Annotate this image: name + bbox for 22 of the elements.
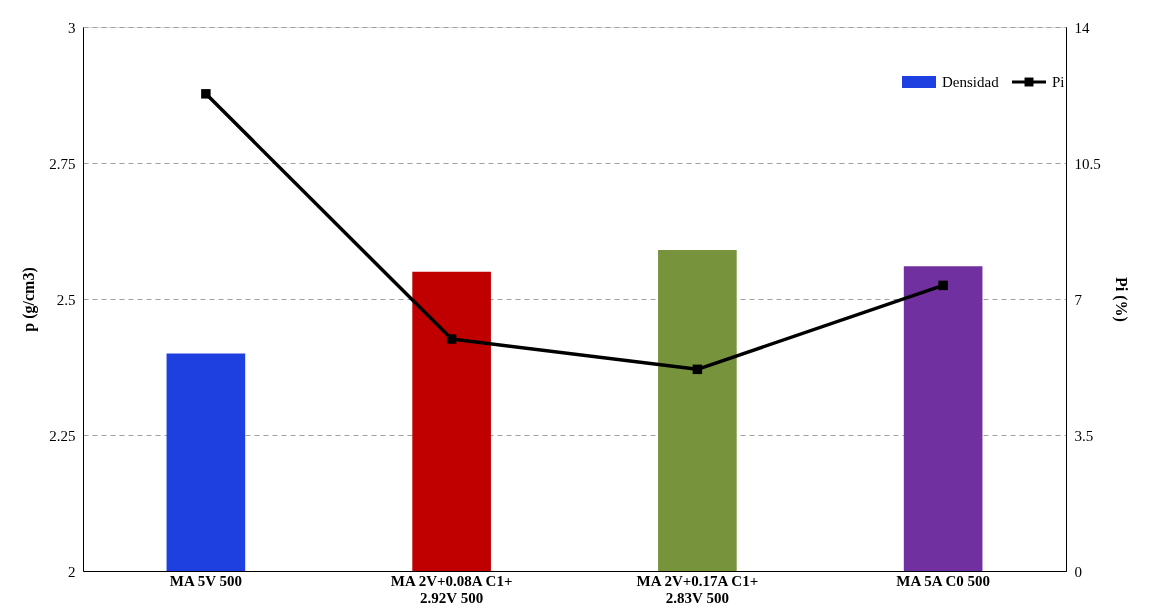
y-tick-label: 2.75	[49, 155, 76, 172]
x-tick-label: MA 2V+0.17A C1+ 2.83V 500	[636, 572, 759, 606]
y2-tick-label: 14	[1074, 19, 1090, 36]
legend-label: Densidad	[942, 74, 1000, 90]
y2-axis-title: Pi (%)	[1111, 277, 1130, 322]
y-tick-label: 3	[68, 19, 76, 36]
point	[446, 334, 457, 344]
y-tick-label: 2	[68, 563, 76, 580]
point	[692, 364, 703, 375]
y-tick-label: 2.5	[56, 291, 76, 308]
y2-tick-label: 0	[1074, 563, 1082, 580]
y-axis-title: p (g/cm3)	[20, 267, 39, 332]
y2-tick-label: 7	[1074, 291, 1083, 308]
x-tick-label: MA 5V 500	[169, 572, 242, 589]
y-tick-label: 2.25	[49, 427, 76, 444]
y2-tick-label: 10.5	[1074, 155, 1101, 172]
y2-tick-label: 3.5	[1074, 427, 1094, 444]
legend-label: Pi	[1052, 74, 1065, 90]
x-tick-label: MA 5A C0 500	[896, 572, 990, 589]
x-tick-label: MA 2V+0.08A C1+ 2.92V 500	[390, 572, 513, 606]
point	[201, 89, 211, 99]
point	[938, 280, 948, 291]
